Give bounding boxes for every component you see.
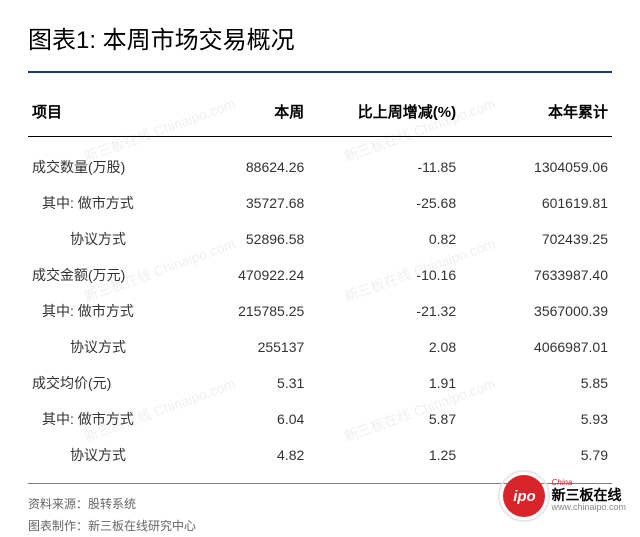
- data-table: 项目 本周 比上周增减(%) 本年累计 成交数量(万股)88624.26-11.…: [28, 91, 612, 481]
- source-value: 股转系统: [88, 497, 136, 511]
- cell-week: 470922.24: [180, 257, 308, 293]
- table-row: 成交数量(万股)88624.26-11.851304059.06: [28, 137, 612, 186]
- cell-week: 88624.26: [180, 137, 308, 186]
- cell-change: 1.91: [308, 365, 460, 401]
- cell-ytd: 3567000.39: [460, 293, 612, 329]
- col-header-change: 比上周增减(%): [308, 91, 460, 137]
- chart-title: 图表1: 本周市场交易概况: [28, 20, 612, 73]
- col-header-item: 项目: [28, 91, 180, 137]
- logo-cn-text: 新三板在线: [551, 488, 626, 503]
- table-row: 其中: 做市方式6.045.875.93: [28, 401, 612, 437]
- table-container: 图表1: 本周市场交易概况 项目 本周 比上周增减(%) 本年累计 成交数量(万…: [0, 0, 640, 537]
- logo-en-text: www.chinaipo.com: [551, 503, 626, 513]
- table-row: 其中: 做市方式35727.68-25.68601619.81: [28, 185, 612, 221]
- maker-label: 图表制作：: [28, 519, 88, 533]
- cell-ytd: 702439.25: [460, 221, 612, 257]
- table-row: 协议方式2551372.084066987.01: [28, 329, 612, 365]
- cell-week: 35727.68: [180, 185, 308, 221]
- table-row: 成交均价(元)5.311.915.85: [28, 365, 612, 401]
- source-label: 资料来源：: [28, 497, 88, 511]
- cell-item: 协议方式: [28, 221, 180, 257]
- cell-item: 协议方式: [28, 329, 180, 365]
- cell-ytd: 7633987.40: [460, 257, 612, 293]
- cell-change: 1.25: [308, 437, 460, 481]
- cell-item: 其中: 做市方式: [28, 293, 180, 329]
- cell-week: 255137: [180, 329, 308, 365]
- cell-item: 成交数量(万股): [28, 137, 180, 186]
- brand-logo: ipo China 新三板在线 www.chinaipo.com: [503, 475, 626, 517]
- table-row: 协议方式52896.580.82702439.25: [28, 221, 612, 257]
- cell-item: 协议方式: [28, 437, 180, 481]
- table-header-row: 项目 本周 比上周增减(%) 本年累计: [28, 91, 612, 137]
- cell-change: -10.16: [308, 257, 460, 293]
- cell-item: 成交金额(万元): [28, 257, 180, 293]
- cell-item: 其中: 做市方式: [28, 185, 180, 221]
- cell-week: 52896.58: [180, 221, 308, 257]
- cell-item: 其中: 做市方式: [28, 401, 180, 437]
- cell-change: -21.32: [308, 293, 460, 329]
- maker-value: 新三板在线研究中心: [88, 519, 196, 533]
- table-row: 成交金额(万元)470922.24-10.167633987.40: [28, 257, 612, 293]
- cell-ytd: 1304059.06: [460, 137, 612, 186]
- cell-ytd: 5.85: [460, 365, 612, 401]
- cell-change: -25.68: [308, 185, 460, 221]
- col-header-ytd: 本年累计: [460, 91, 612, 137]
- table-row: 其中: 做市方式215785.25-21.323567000.39: [28, 293, 612, 329]
- cell-week: 5.31: [180, 365, 308, 401]
- cell-week: 4.82: [180, 437, 308, 481]
- col-header-week: 本周: [180, 91, 308, 137]
- cell-change: 5.87: [308, 401, 460, 437]
- cell-change: 0.82: [308, 221, 460, 257]
- cell-change: -11.85: [308, 137, 460, 186]
- cell-ytd: 5.93: [460, 401, 612, 437]
- cell-change: 2.08: [308, 329, 460, 365]
- cell-item: 成交均价(元): [28, 365, 180, 401]
- cell-week: 215785.25: [180, 293, 308, 329]
- cell-week: 6.04: [180, 401, 308, 437]
- cell-ytd: 4066987.01: [460, 329, 612, 365]
- logo-badge-icon: ipo: [503, 475, 545, 517]
- cell-ytd: 601619.81: [460, 185, 612, 221]
